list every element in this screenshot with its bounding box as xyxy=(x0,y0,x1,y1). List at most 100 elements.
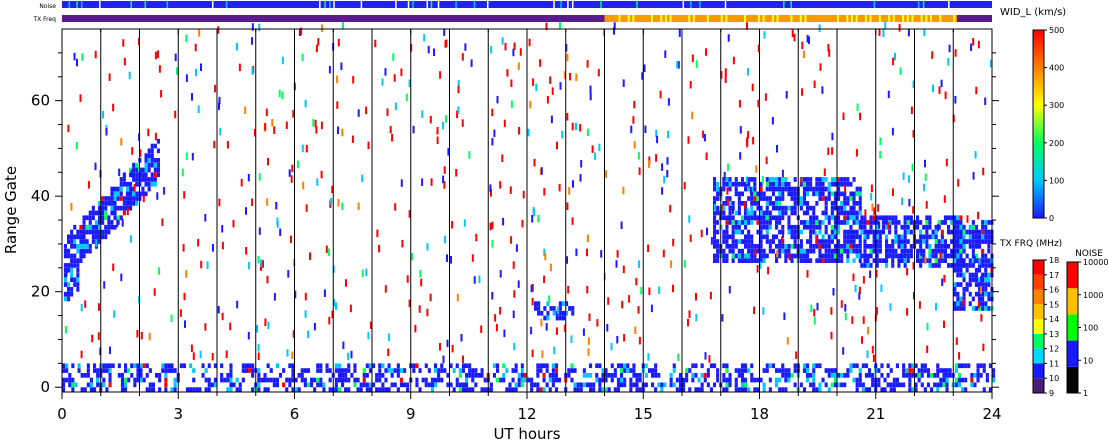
echo-cell xyxy=(135,191,139,197)
echo-cell xyxy=(891,127,894,136)
echo-cell xyxy=(781,244,785,249)
echo-cell xyxy=(298,28,301,37)
echo-cell xyxy=(844,185,847,193)
echo-cell xyxy=(968,272,972,278)
echo-cell xyxy=(381,78,384,86)
echo-cell xyxy=(71,377,75,383)
echo-cell xyxy=(747,244,751,249)
echo-cell xyxy=(818,220,822,225)
echo-cell xyxy=(930,387,934,392)
echo-cell xyxy=(872,215,876,221)
echo-cell xyxy=(830,258,834,263)
x-tick-label: 18 xyxy=(750,405,769,423)
echo-cell xyxy=(933,382,937,388)
echo-cell xyxy=(916,239,920,244)
echo-cell xyxy=(981,306,985,311)
echo-cell xyxy=(903,258,907,263)
echo-cell xyxy=(953,229,957,235)
echo-cell xyxy=(104,229,108,235)
echo-cell xyxy=(747,186,751,192)
echo-cell xyxy=(141,186,145,192)
echo-cell xyxy=(846,244,850,249)
echo-cell xyxy=(787,368,791,373)
echo-cell xyxy=(616,377,620,383)
echo-cell xyxy=(768,220,772,225)
echo-cell xyxy=(508,387,512,392)
echo-cell xyxy=(491,138,494,146)
echo-cell xyxy=(723,171,726,180)
echo-cell xyxy=(919,244,923,249)
echo-cell xyxy=(545,382,549,388)
echo-cell xyxy=(532,78,535,86)
echo-cell xyxy=(740,253,744,259)
echo-cell xyxy=(778,248,782,254)
echo-cell xyxy=(840,258,844,263)
echo-cell xyxy=(571,310,575,316)
echo-cell xyxy=(704,352,707,360)
echo-cell xyxy=(881,258,885,263)
echo-cell xyxy=(266,275,269,284)
echo-cell xyxy=(279,228,282,237)
echo-cell xyxy=(489,184,492,192)
txfreq-strip-mark xyxy=(762,15,765,22)
echo-cell xyxy=(122,177,126,182)
echo-cell xyxy=(91,224,95,230)
echo-cell xyxy=(849,224,853,230)
echo-cell xyxy=(722,234,726,240)
echo-cell xyxy=(775,201,779,206)
echo-cell xyxy=(914,373,918,378)
echo-cell xyxy=(882,29,885,38)
echo-cell xyxy=(337,126,339,135)
echo-cell xyxy=(629,377,633,383)
echo-cell xyxy=(408,210,411,218)
echo-cell xyxy=(903,263,907,268)
echo-cell xyxy=(554,368,558,373)
echo-cell xyxy=(508,382,512,388)
echo-cell xyxy=(869,220,873,225)
echo-cell xyxy=(128,71,131,80)
echo-cell xyxy=(315,126,318,134)
echo-cell xyxy=(530,387,534,392)
echo-cell xyxy=(775,215,779,221)
echo-cell xyxy=(378,368,382,373)
echo-cell xyxy=(633,141,636,149)
echo-cell xyxy=(135,162,139,168)
echo-cell xyxy=(776,249,779,258)
echo-cell xyxy=(725,244,729,249)
echo-cell xyxy=(687,318,689,327)
echo-cell xyxy=(812,382,816,388)
echo-cell xyxy=(900,248,904,254)
echo-cell xyxy=(184,320,186,328)
echo-cell xyxy=(297,373,301,378)
echo-cell xyxy=(330,197,333,206)
echo-cell xyxy=(860,253,864,259)
echo-cell xyxy=(685,373,689,378)
echo-cell xyxy=(88,248,92,254)
echo-cell xyxy=(849,215,853,221)
echo-cell xyxy=(728,248,732,254)
echo-cell xyxy=(818,363,822,369)
echo-cell xyxy=(956,229,960,235)
echo-cell xyxy=(762,220,766,225)
echo-cell xyxy=(378,244,381,253)
echo-cell xyxy=(809,224,813,230)
echo-cell xyxy=(899,382,903,388)
echo-cell xyxy=(859,112,862,121)
echo-cell xyxy=(399,368,403,373)
echo-cell xyxy=(620,368,624,373)
txfreq-strip-mark xyxy=(725,15,728,22)
echo-cell xyxy=(855,149,858,157)
echo-cell xyxy=(703,133,706,142)
echo-cell xyxy=(341,202,344,211)
echo-cell xyxy=(414,324,417,333)
echo-cell xyxy=(974,267,978,273)
echo-cell xyxy=(312,118,315,127)
echo-cell xyxy=(746,208,749,216)
echo-cell xyxy=(956,220,960,225)
echo-cell xyxy=(931,248,935,254)
echo-cell xyxy=(831,132,834,141)
echo-cell xyxy=(737,220,741,225)
echo-cell xyxy=(319,377,323,383)
echo-cell xyxy=(67,267,71,273)
echo-cell xyxy=(981,263,985,268)
